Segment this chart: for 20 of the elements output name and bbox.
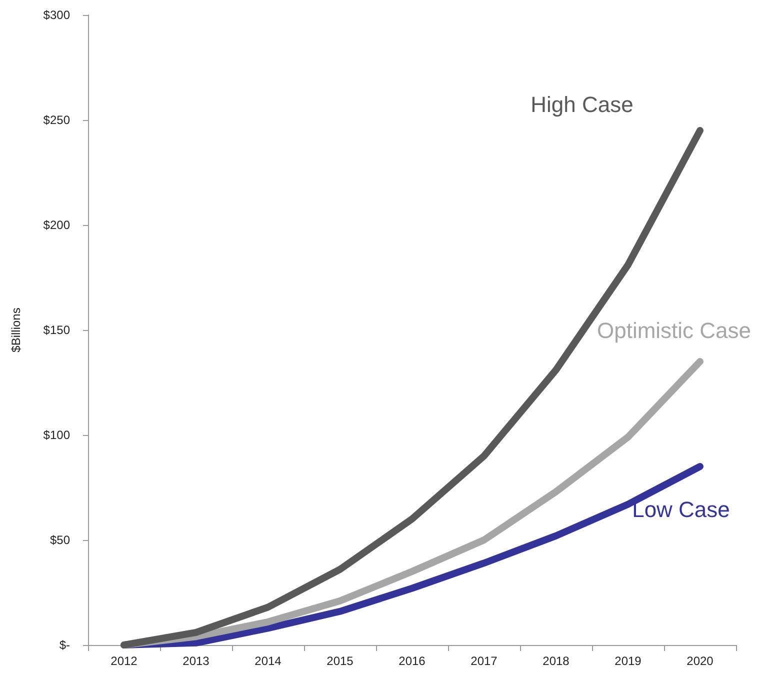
y-axis-title: $Billions bbox=[9, 308, 23, 352]
y-tick-label: $150 bbox=[43, 323, 70, 337]
series-label: Optimistic Case bbox=[596, 318, 752, 343]
x-tick-label: 2015 bbox=[326, 654, 354, 668]
x-tick-label: 2018 bbox=[542, 654, 570, 668]
x-tick-label: 2016 bbox=[398, 654, 426, 668]
y-tick-label: $- bbox=[59, 638, 70, 652]
x-tick-label: 2017 bbox=[470, 654, 498, 668]
x-tick-label: 2012 bbox=[110, 654, 138, 668]
y-tick-label: $50 bbox=[50, 533, 70, 547]
y-tick-label: $100 bbox=[43, 428, 70, 442]
x-tick-label: 2013 bbox=[182, 654, 210, 668]
y-tick-label: $200 bbox=[43, 218, 70, 232]
x-tick-label: 2020 bbox=[686, 654, 714, 668]
text: High Case bbox=[530, 92, 634, 117]
y-tick-label: $300 bbox=[43, 8, 70, 22]
series-label: Low Case bbox=[632, 497, 730, 522]
x-tick-label: 2019 bbox=[614, 654, 642, 668]
x-tick-label: 2014 bbox=[254, 654, 282, 668]
y-tick-label: $250 bbox=[43, 113, 70, 127]
